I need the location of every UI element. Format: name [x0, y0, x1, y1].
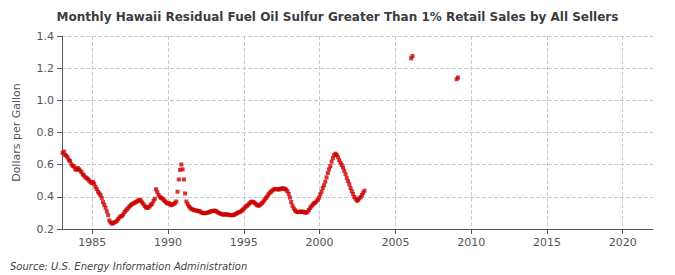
svg-text:2000: 2000 [306, 236, 334, 249]
svg-text:Dollars per Gallon: Dollars per Gallon [10, 83, 23, 182]
svg-text:1.4: 1.4 [37, 30, 55, 43]
svg-text:2020: 2020 [609, 236, 637, 249]
svg-text:1995: 1995 [230, 236, 258, 249]
svg-text:0.4: 0.4 [37, 190, 55, 203]
svg-text:0.6: 0.6 [37, 158, 55, 171]
svg-text:0.2: 0.2 [37, 223, 55, 236]
svg-text:1985: 1985 [78, 236, 106, 249]
svg-text:1.0: 1.0 [37, 94, 55, 107]
svg-text:2005: 2005 [381, 236, 409, 249]
svg-text:2015: 2015 [533, 236, 561, 249]
svg-text:Source: U.S. Energy Informatio: Source: U.S. Energy Information Administ… [10, 261, 247, 272]
svg-text:1990: 1990 [154, 236, 182, 249]
svg-text:2010: 2010 [457, 236, 485, 249]
svg-text:Monthly Hawaii Residual Fuel O: Monthly Hawaii Residual Fuel Oil Sulfur … [57, 10, 619, 24]
svg-text:1.2: 1.2 [37, 62, 55, 75]
svg-text:0.8: 0.8 [37, 126, 55, 139]
